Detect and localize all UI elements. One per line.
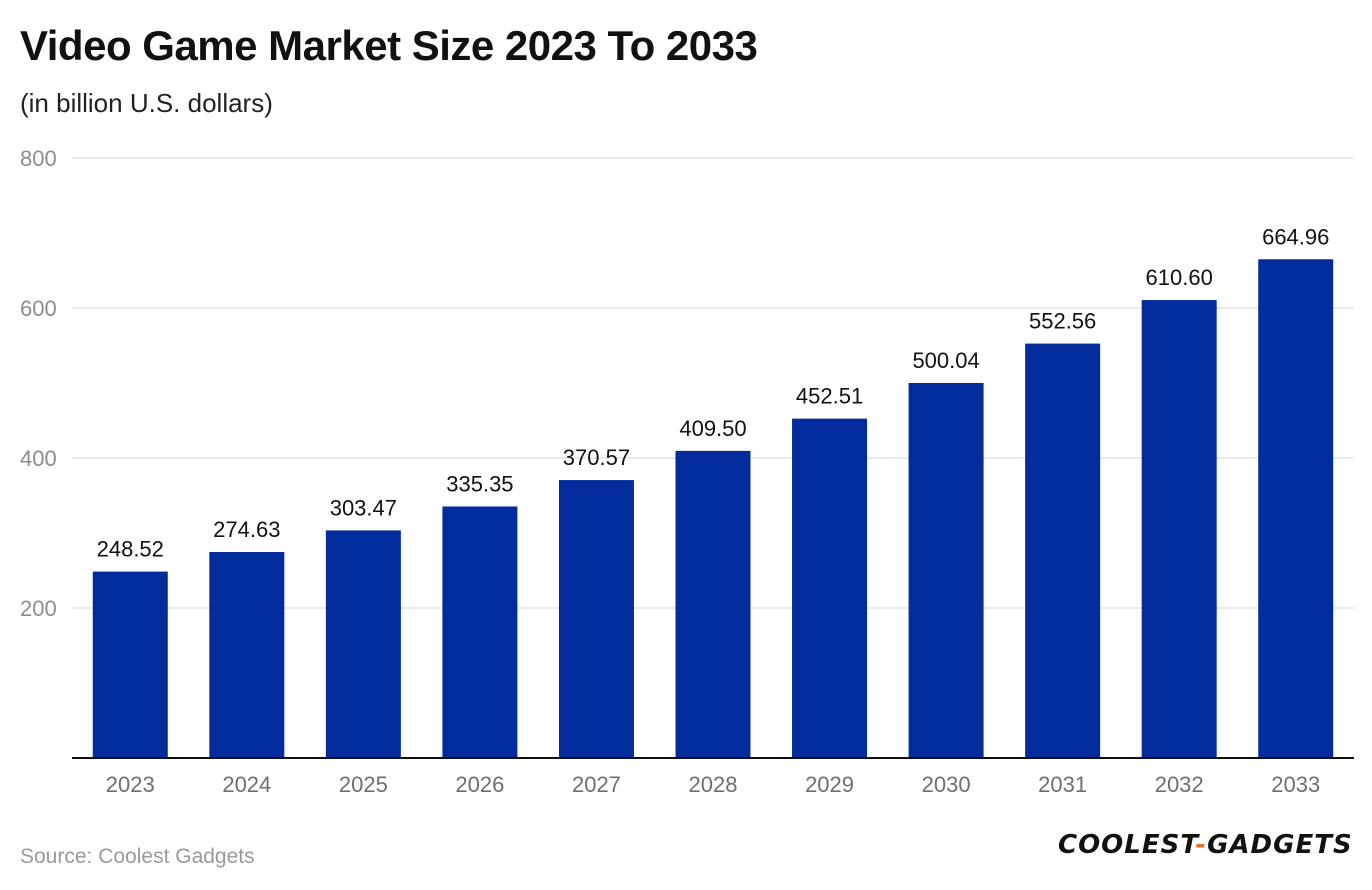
y-tick-label-200: 200 xyxy=(20,596,57,621)
x-tick-label-2023: 2023 xyxy=(106,772,155,797)
bar-2025 xyxy=(325,530,401,758)
logo-text-part2: GADGETS xyxy=(1207,830,1353,860)
x-tick-label-2026: 2026 xyxy=(455,772,504,797)
bar-label-2027: 370.57 xyxy=(563,445,630,470)
bars xyxy=(92,259,1334,758)
x-tick-label-2028: 2028 xyxy=(689,772,738,797)
bar-value-labels: 248.52 274.63 303.47 335.35 370.57 409.50 452.… xyxy=(97,224,1330,561)
bar-label-2031: 552.56 xyxy=(1029,309,1096,334)
logo-dash: - xyxy=(1195,830,1208,860)
bar-2031 xyxy=(1025,343,1101,758)
bar-2033 xyxy=(1258,259,1334,758)
chart-subtitle: (in billion U.S. dollars) xyxy=(20,88,273,118)
bar-2023 xyxy=(92,571,168,758)
bar-label-2030: 500.04 xyxy=(912,348,979,373)
y-tick-label-400: 400 xyxy=(20,446,57,471)
brand-logo: COOLEST-GADGETS xyxy=(1058,830,1353,860)
bar-label-2023: 248.52 xyxy=(97,537,164,562)
y-axis-ticks: 200 400 600 800 xyxy=(20,146,57,621)
x-tick-label-2033: 2033 xyxy=(1271,772,1320,797)
bar-label-2024: 274.63 xyxy=(213,517,280,542)
bar-2026 xyxy=(442,506,518,758)
bar-2024 xyxy=(209,552,285,758)
x-tick-label-2032: 2032 xyxy=(1155,772,1204,797)
bar-label-2025: 303.47 xyxy=(330,495,397,520)
bar-2029 xyxy=(792,418,868,758)
source-note: Source: Coolest Gadgets xyxy=(20,845,255,868)
bar-2032 xyxy=(1141,300,1217,758)
bar-label-2033: 664.96 xyxy=(1262,224,1329,249)
x-tick-label-2024: 2024 xyxy=(222,772,271,797)
logo-text-part1: COOLEST xyxy=(1058,830,1196,860)
bar-2030 xyxy=(908,382,984,758)
chart-title: Video Game Market Size 2023 To 2033 xyxy=(20,22,758,69)
x-tick-label-2030: 2030 xyxy=(922,772,971,797)
x-axis-ticks: 2023 2024 2025 2026 2027 2028 2029 2030 2031 2032… xyxy=(106,772,1320,797)
bar-label-2032: 610.60 xyxy=(1146,265,1213,290)
y-tick-label-800: 800 xyxy=(20,146,57,171)
bar-label-2026: 335.35 xyxy=(446,471,513,496)
x-tick-label-2029: 2029 xyxy=(805,772,854,797)
y-tick-label-600: 600 xyxy=(20,296,57,321)
x-tick-label-2025: 2025 xyxy=(339,772,388,797)
bar-2028 xyxy=(675,450,751,758)
bar-2027 xyxy=(558,480,634,758)
bar-label-2028: 409.50 xyxy=(679,416,746,441)
x-tick-label-2031: 2031 xyxy=(1038,772,1087,797)
x-tick-label-2027: 2027 xyxy=(572,772,621,797)
bar-label-2029: 452.51 xyxy=(796,384,863,409)
